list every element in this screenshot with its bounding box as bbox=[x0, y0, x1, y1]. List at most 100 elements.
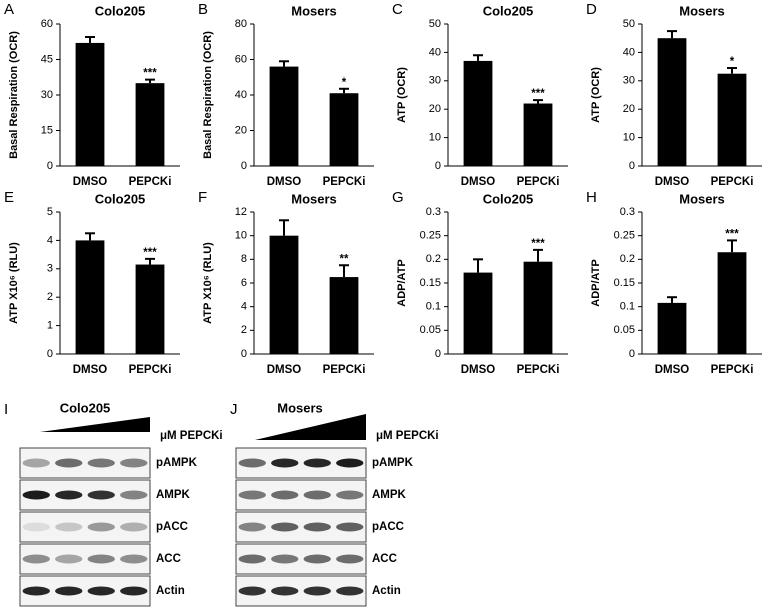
x-tick-label: PEPCKi bbox=[323, 364, 366, 376]
error-bar bbox=[727, 239, 737, 253]
blot-row-label: Actin bbox=[156, 585, 185, 597]
blot-band bbox=[336, 458, 364, 468]
blot-band bbox=[271, 490, 299, 500]
y-axis-label: Basal Respiration (OCR) bbox=[202, 31, 214, 159]
y-tick-label: 0.1 bbox=[620, 301, 635, 313]
bar bbox=[463, 60, 493, 166]
blot-band bbox=[238, 490, 266, 500]
blot-band bbox=[336, 522, 364, 532]
x-tick-label: DMSO bbox=[461, 176, 496, 188]
y-tick-label: 60 bbox=[41, 18, 53, 30]
error-bar bbox=[533, 99, 543, 104]
bar bbox=[523, 103, 553, 166]
error-bar bbox=[85, 232, 95, 241]
error-bar bbox=[339, 264, 349, 278]
x-tick-label: DMSO bbox=[461, 364, 496, 376]
y-tick-label: 5 bbox=[47, 206, 53, 218]
chart-title: Colo205 bbox=[483, 191, 534, 206]
error-bar bbox=[727, 67, 737, 74]
y-tick-label: 0.25 bbox=[420, 230, 441, 242]
significance: *** bbox=[143, 68, 157, 80]
x-tick-label: DMSO bbox=[655, 176, 690, 188]
bar bbox=[269, 66, 299, 166]
blot-row-label: AMPK bbox=[156, 489, 191, 501]
y-tick-label: 10 bbox=[235, 230, 247, 242]
bar bbox=[657, 38, 687, 167]
x-tick-label: DMSO bbox=[655, 364, 690, 376]
y-tick-label: 3 bbox=[47, 263, 53, 275]
chart-title: Colo205 bbox=[95, 3, 146, 18]
y-tick-label: 20 bbox=[235, 124, 247, 136]
blot-band bbox=[55, 586, 83, 596]
x-tick-label: PEPCKi bbox=[517, 364, 560, 376]
y-tick-label: 0.15 bbox=[420, 277, 441, 289]
panel-letter: B bbox=[198, 1, 208, 18]
chart-title: Colo205 bbox=[483, 3, 534, 18]
blot-frame bbox=[19, 511, 151, 543]
chart-title: Mosers bbox=[679, 3, 725, 18]
panel-letter: I bbox=[4, 401, 8, 418]
blot-band bbox=[303, 586, 331, 596]
error-bar bbox=[339, 87, 349, 94]
y-tick-label: 0.25 bbox=[614, 230, 635, 242]
blot-band bbox=[336, 554, 364, 564]
error-bar bbox=[279, 219, 289, 236]
error-bar bbox=[145, 257, 155, 265]
blot-band bbox=[271, 554, 299, 564]
blot-band bbox=[87, 490, 115, 500]
blot-band bbox=[120, 490, 148, 500]
x-tick-label: DMSO bbox=[73, 176, 108, 188]
error-bar bbox=[473, 258, 483, 273]
blot-row-label: pAMPK bbox=[156, 457, 198, 469]
blot-row-label: ACC bbox=[372, 553, 397, 565]
blot-band bbox=[336, 586, 364, 596]
significance: *** bbox=[143, 247, 157, 259]
blot-band bbox=[55, 490, 83, 500]
y-tick-label: 15 bbox=[41, 124, 53, 136]
blot-band bbox=[303, 522, 331, 532]
y-tick-label: 0.05 bbox=[420, 324, 441, 336]
error-bar bbox=[667, 296, 677, 303]
y-axis-label: Basal Respiration (OCR) bbox=[8, 31, 20, 159]
chart-title: Mosers bbox=[291, 191, 337, 206]
bar bbox=[329, 277, 359, 354]
bar bbox=[269, 235, 299, 354]
y-tick-label: 0 bbox=[241, 348, 247, 360]
bar bbox=[75, 42, 105, 166]
y-tick-label: 0.2 bbox=[426, 253, 441, 265]
y-tick-label: 0.15 bbox=[614, 277, 635, 289]
blot-band bbox=[238, 586, 266, 596]
blot-band bbox=[55, 554, 83, 564]
blot-band bbox=[55, 522, 83, 532]
treatment-label: μM PEPCKi bbox=[376, 430, 439, 442]
panel-letter: J bbox=[230, 401, 238, 418]
y-tick-label: 4 bbox=[241, 301, 247, 313]
blot-band bbox=[238, 522, 266, 532]
y-axis-label: ATP (OCR) bbox=[590, 67, 602, 123]
significance: * bbox=[730, 56, 735, 68]
y-tick-label: 2 bbox=[47, 291, 53, 303]
panel-letter: A bbox=[4, 1, 14, 18]
y-axis-label: ATP X10⁶ (RLU) bbox=[8, 242, 20, 324]
significance: *** bbox=[531, 238, 545, 250]
blot-band bbox=[120, 586, 148, 596]
blot-band bbox=[22, 586, 50, 596]
panel-letter: H bbox=[586, 189, 597, 206]
panel-letter: D bbox=[586, 1, 597, 18]
significance: * bbox=[342, 77, 347, 89]
blot-band bbox=[87, 458, 115, 468]
y-tick-label: 30 bbox=[429, 75, 441, 87]
y-axis-label: ADP/ATP bbox=[396, 259, 408, 306]
bar bbox=[657, 302, 687, 354]
chart-title: Colo205 bbox=[95, 191, 146, 206]
blot-band bbox=[238, 458, 266, 468]
y-tick-label: 10 bbox=[429, 132, 441, 144]
error-bar bbox=[279, 60, 289, 67]
y-tick-label: 50 bbox=[429, 18, 441, 30]
panel-letter: C bbox=[392, 1, 403, 18]
significance: *** bbox=[725, 228, 739, 240]
blot-band bbox=[120, 554, 148, 564]
x-tick-label: DMSO bbox=[73, 364, 108, 376]
error-bar bbox=[473, 54, 483, 61]
bar bbox=[75, 240, 105, 354]
